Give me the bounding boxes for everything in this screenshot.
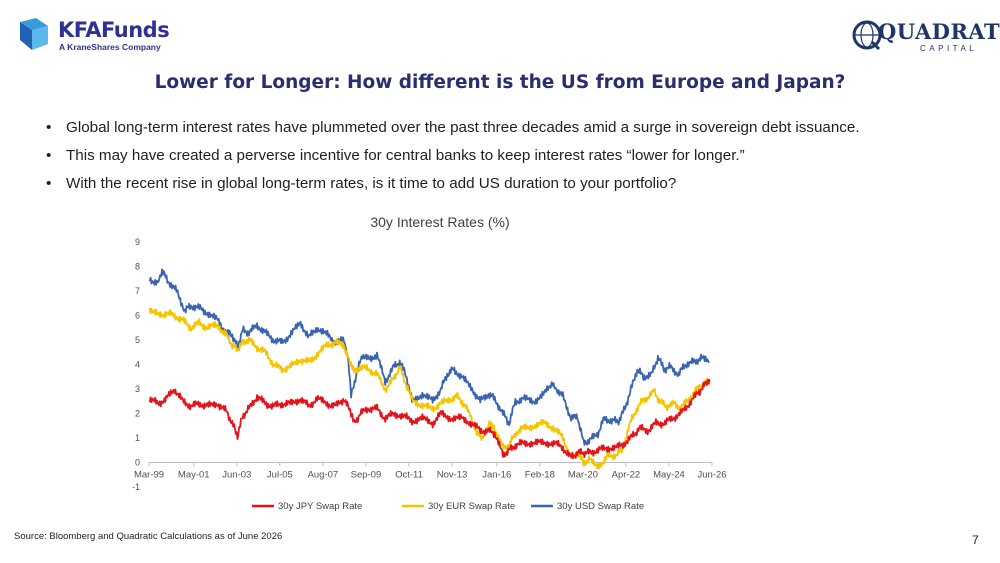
y-tick-label: 4: [135, 360, 140, 370]
legend-label-usd: 30y USD Swap Rate: [557, 501, 644, 512]
y-tick-label: 3: [135, 384, 140, 394]
y-tick-label: 0: [135, 458, 140, 468]
y-axis: -1 0 1 2 3 4 5 6 7 8 9: [132, 237, 140, 492]
quadratic-brand-name: QUADRATIC: [878, 19, 1000, 44]
y-tick-label: 2: [135, 409, 140, 419]
y-tick-label: 8: [135, 262, 140, 272]
kfa-funds-logo: KFAFunds A KraneShares Company: [18, 16, 178, 56]
x-tick-label: May-01: [178, 470, 210, 481]
legend-label-jpy: 30y JPY Swap Rate: [278, 501, 362, 512]
page-number: 7: [972, 533, 979, 547]
legend-label-eur: 30y EUR Swap Rate: [428, 501, 515, 512]
bullet-list: Global long-term interest rates have plu…: [46, 118, 860, 202]
y-tick-label: 5: [135, 335, 140, 345]
chart-svg: 30y Interest Rates (%) -1 0 1 2 3 4 5 6 7 8 9 Mar-…: [132, 214, 727, 512]
chart-title: 30y Interest Rates (%): [370, 214, 509, 230]
y-tick-label: 6: [135, 311, 140, 321]
series-line-jpy: [148, 378, 711, 460]
quadratic-capital-logo: QUADRATIC CAPITAL: [852, 18, 1000, 58]
x-tick-label: Aug-07: [308, 470, 339, 481]
x-tick-label: Jan-16: [482, 470, 511, 481]
x-tick-label: Jul-05: [267, 470, 293, 481]
x-tick-label: Oct-11: [395, 470, 423, 481]
x-tick-label: Mar-20: [568, 470, 598, 481]
x-tick-label: Jun-03: [222, 470, 251, 481]
y-tick-label: 9: [135, 237, 140, 247]
x-tick-label: Apr-22: [612, 470, 641, 481]
chart-legend: 30y JPY Swap Rate 30y EUR Swap Rate 30y US…: [252, 501, 644, 512]
bullet-item: Global long-term interest rates have plu…: [46, 118, 860, 146]
quadratic-globe-icon: [852, 20, 882, 50]
x-tick-label: May-24: [653, 470, 685, 481]
quadratic-tagline: CAPITAL: [920, 44, 978, 53]
kfa-brand-name: KFAFunds: [58, 18, 170, 42]
y-tick-label: 7: [135, 286, 140, 296]
series-line-eur: [148, 307, 711, 470]
series-line-usd: [148, 268, 710, 446]
x-tick-label: Sep-09: [351, 470, 382, 481]
y-tick-label: 1: [135, 433, 140, 443]
source-note: Source: Bloomberg and Quadratic Calculat…: [14, 531, 283, 542]
kfa-tagline: A KraneShares Company: [59, 42, 161, 52]
x-tick-label: Mar-99: [134, 470, 164, 481]
page-title: Lower for Longer: How different is the U…: [154, 72, 846, 93]
y-tick-label: -1: [132, 482, 140, 492]
series-lines: [148, 268, 711, 470]
kfa-cube-icon: [20, 18, 48, 50]
x-axis: Mar-99 May-01 Jun-03 Jul-05 Aug-07 Sep-09 Oct-…: [134, 462, 727, 481]
x-tick-label: Nov-13: [437, 470, 468, 481]
bullet-item: This may have created a perverse incenti…: [46, 146, 860, 174]
x-tick-label: Jun-26: [697, 470, 726, 481]
bullet-item: With the recent rise in global long-term…: [46, 174, 860, 202]
x-tick-label: Feb-18: [525, 470, 555, 481]
interest-rates-chart: 30y Interest Rates (%) -1 0 1 2 3 4 5 6 7 8 9 Mar-…: [127, 205, 737, 525]
